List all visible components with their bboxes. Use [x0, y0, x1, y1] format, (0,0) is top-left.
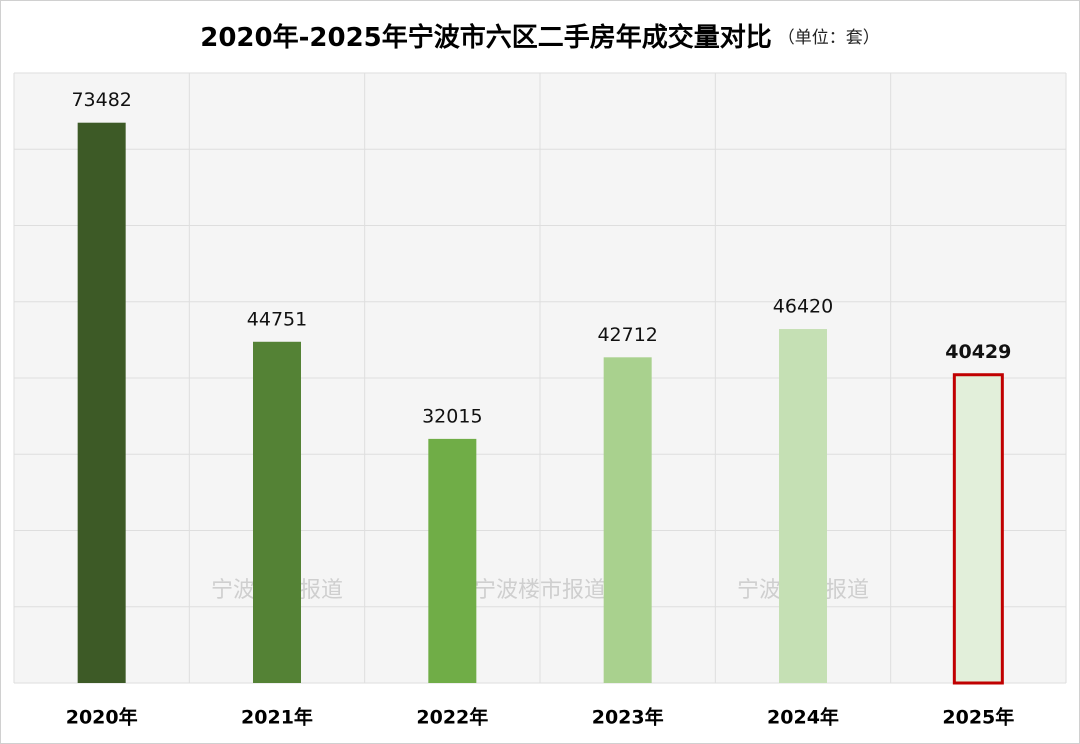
value-label: 73482 [71, 89, 131, 111]
bar [77, 122, 126, 683]
value-label: 40429 [945, 341, 1011, 363]
title: 2020年-2025年宁波市六区二手房年成交量对比 [200, 22, 772, 53]
watermark: 宁波楼市报道 [474, 578, 606, 603]
x-tick-label: 2022年 [416, 706, 488, 729]
subtitle: （单位：套） [778, 28, 880, 48]
chart-title: 2020年-2025年宁波市六区二手房年成交量对比 （单位：套） [200, 22, 880, 53]
value-label: 42712 [597, 324, 657, 346]
x-tick-label: 2021年 [241, 706, 313, 729]
bar [952, 373, 1004, 685]
x-tick-label: 2025年 [942, 706, 1014, 729]
value-label: 32015 [422, 405, 482, 427]
x-tick-label: 2020年 [66, 706, 138, 729]
bar [603, 357, 652, 683]
bar [779, 329, 827, 683]
watermarks: 宁波楼市报道 宁波楼市报道 宁波楼市报道 [211, 578, 869, 603]
x-tick-label: 2023年 [592, 706, 664, 729]
bar [253, 341, 301, 683]
value-label: 44751 [247, 308, 307, 330]
bar [428, 438, 477, 683]
x-tick-label: 2024年 [767, 706, 839, 729]
value-label: 46420 [773, 296, 833, 318]
